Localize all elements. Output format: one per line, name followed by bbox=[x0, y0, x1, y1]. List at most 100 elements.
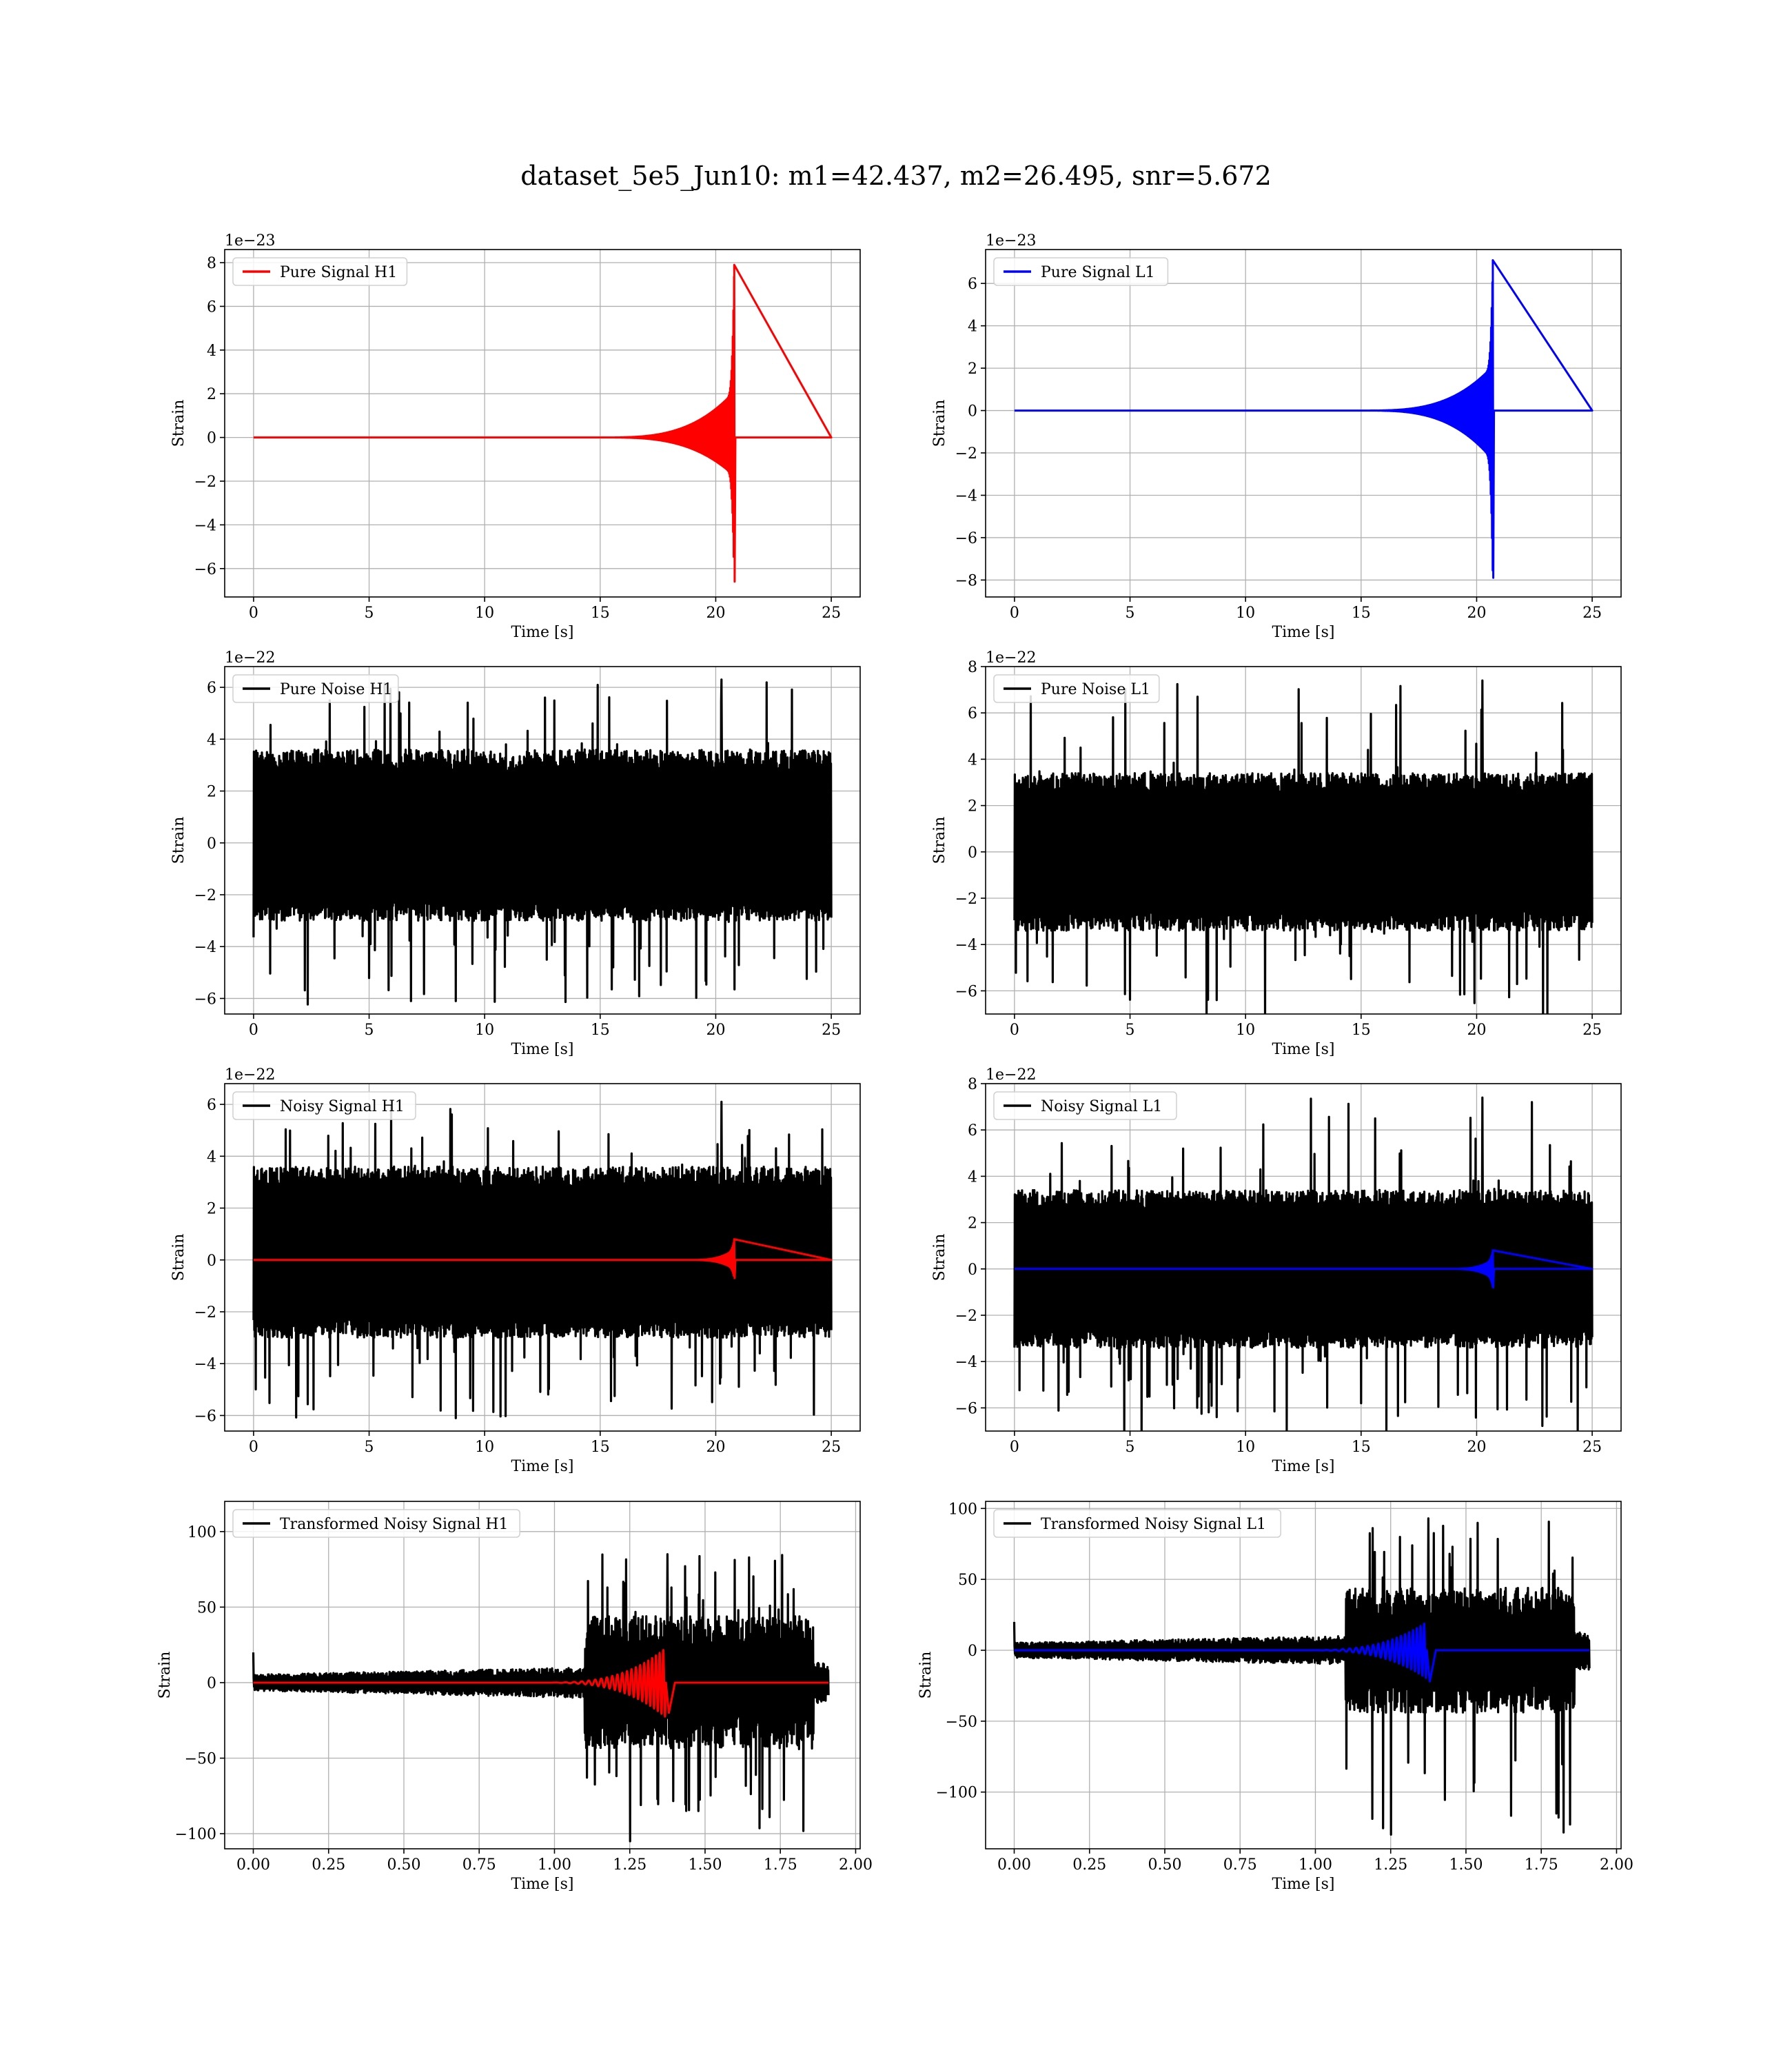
x-axis-label: Time [s] bbox=[511, 1876, 573, 1893]
series-line-overlay bbox=[1013, 1249, 1594, 1289]
legend-label: Noisy Signal L1 bbox=[1041, 1098, 1162, 1115]
y-axis-label: Strain bbox=[170, 817, 187, 864]
y-tick-label: −100 bbox=[175, 1826, 216, 1843]
x-tick-label: 1.50 bbox=[688, 1856, 722, 1874]
legend-label: Pure Noise L1 bbox=[1041, 681, 1150, 698]
x-tick-label: 0.75 bbox=[462, 1856, 496, 1874]
y-tick-label: −6 bbox=[955, 530, 977, 547]
y-tick-label: 6 bbox=[968, 705, 977, 722]
y-tick-label: −100 bbox=[936, 1785, 977, 1802]
x-tick-label: 1.75 bbox=[1525, 1856, 1558, 1874]
x-axis-label: Time [s] bbox=[1272, 1876, 1334, 1893]
x-tick-label: 0.00 bbox=[236, 1856, 270, 1874]
axis-offset-text: 1e−22 bbox=[225, 649, 275, 667]
series-line-primary bbox=[1013, 1096, 1594, 1431]
x-tick-label: 15 bbox=[1352, 1439, 1371, 1456]
y-tick-label: −4 bbox=[194, 517, 216, 534]
y-tick-label: 4 bbox=[207, 343, 216, 360]
x-tick-label: 2.00 bbox=[1600, 1856, 1633, 1874]
legend-label: Pure Signal H1 bbox=[280, 264, 397, 281]
x-axis-label: Time [s] bbox=[511, 624, 573, 641]
y-tick-label: 0 bbox=[968, 1261, 977, 1279]
x-tick-label: 20 bbox=[1467, 605, 1486, 622]
x-axis-label: Time [s] bbox=[511, 1458, 573, 1475]
legend: Transformed Noisy Signal L1 bbox=[993, 1509, 1281, 1538]
panel-transformed-noisy-signal-l1: 0.00 0.25 0.50 0.75 1.00 1.25 1.50 1.75 2.00 −100… bbox=[917, 1501, 1633, 1893]
x-tick-label: 5 bbox=[365, 1439, 374, 1456]
y-tick-label: −2 bbox=[955, 891, 977, 908]
y-tick-label: 2 bbox=[207, 1201, 216, 1218]
y-axis-label: Strain bbox=[931, 1234, 948, 1281]
x-tick-label: 1.75 bbox=[764, 1856, 797, 1874]
y-tick-label: −4 bbox=[955, 937, 977, 954]
y-axis-label: Strain bbox=[917, 1652, 935, 1699]
x-tick-label: 0 bbox=[1010, 1439, 1019, 1456]
x-tick-label: 1.25 bbox=[1374, 1856, 1407, 1874]
legend: Noisy Signal H1 bbox=[232, 1091, 416, 1120]
panel-pure-noise-l1: 0 5 10 15 20 25 −6 −4 −2 0 2 4 6 8 Time [s] Strain 1e−22… bbox=[931, 649, 1622, 1058]
series-line-primary bbox=[1013, 258, 1594, 579]
grid bbox=[986, 250, 1621, 597]
legend: Pure Noise L1 bbox=[993, 674, 1160, 703]
x-axis-label: Time [s] bbox=[1272, 624, 1334, 641]
y-axis-label: Strain bbox=[156, 1652, 174, 1699]
x-tick-label: 15 bbox=[591, 1022, 610, 1039]
axes-frame bbox=[985, 666, 1622, 1015]
x-tick-label: 5 bbox=[365, 1022, 374, 1039]
legend-box bbox=[993, 257, 1169, 286]
x-tick-label: 25 bbox=[822, 1439, 841, 1456]
axis-offset-text: 1e−23 bbox=[986, 232, 1036, 250]
x-tick-label: 20 bbox=[706, 1022, 725, 1039]
y-tick-label: −4 bbox=[194, 1356, 216, 1373]
series-line-primary bbox=[1013, 679, 1594, 1014]
y-tick-label: 6 bbox=[968, 276, 977, 293]
y-tick-label: −6 bbox=[194, 991, 216, 1008]
y-tick-label: 4 bbox=[968, 318, 977, 336]
axis-offset-text: 1e−22 bbox=[225, 1066, 275, 1084]
x-axis-label: Time [s] bbox=[1272, 1041, 1334, 1058]
y-tick-label: 0 bbox=[207, 835, 216, 853]
series-line-overlay bbox=[253, 1649, 829, 1718]
x-tick-label: 10 bbox=[475, 605, 494, 622]
y-tick-label: 4 bbox=[207, 731, 216, 749]
series-line-primary bbox=[252, 1553, 830, 1843]
x-tick-label: 25 bbox=[1582, 605, 1602, 622]
x-axis-label: Time [s] bbox=[1272, 1458, 1334, 1475]
y-tick-label: 2 bbox=[207, 784, 216, 801]
axes-frame bbox=[224, 1501, 861, 1849]
y-tick-label: 0 bbox=[968, 1643, 977, 1660]
y-tick-label: 2 bbox=[207, 386, 216, 403]
y-axis-label: Strain bbox=[170, 1234, 187, 1281]
x-tick-label: 15 bbox=[1352, 1022, 1371, 1039]
y-tick-label: 0 bbox=[207, 1675, 216, 1692]
x-tick-label: 0.50 bbox=[387, 1856, 421, 1874]
x-tick-label: 25 bbox=[1582, 1439, 1602, 1456]
x-tick-label: 5 bbox=[1126, 1439, 1135, 1456]
y-tick-label: 8 bbox=[968, 1076, 977, 1093]
x-tick-label: 20 bbox=[1467, 1439, 1486, 1456]
panel-transformed-noisy-signal-h1: 0.00 0.25 0.50 0.75 1.00 1.25 1.50 1.75 2.00 −100… bbox=[156, 1501, 873, 1893]
x-tick-label: 2.00 bbox=[839, 1856, 873, 1874]
legend: Pure Signal L1 bbox=[993, 257, 1169, 286]
y-tick-label: −2 bbox=[194, 1304, 216, 1321]
x-tick-label: 25 bbox=[822, 1022, 841, 1039]
x-tick-label: 15 bbox=[591, 1439, 610, 1456]
legend-label: Noisy Signal H1 bbox=[280, 1098, 405, 1115]
x-tick-label: 25 bbox=[822, 605, 841, 622]
y-tick-label: 2 bbox=[968, 798, 977, 815]
y-tick-label: −6 bbox=[955, 1400, 977, 1417]
x-tick-label: 0 bbox=[249, 605, 258, 622]
y-tick-label: 0 bbox=[968, 403, 977, 420]
x-tick-label: 10 bbox=[1236, 1022, 1255, 1039]
y-tick-label: −2 bbox=[955, 1308, 977, 1325]
axes-frame bbox=[985, 249, 1622, 598]
x-tick-label: 20 bbox=[706, 1439, 725, 1456]
figure-title: dataset_5e5_Jun10: m1=42.437, m2=26.495,… bbox=[520, 161, 1272, 192]
y-tick-label: −8 bbox=[955, 572, 977, 589]
legend-box bbox=[232, 1091, 416, 1120]
legend-label: Pure Noise H1 bbox=[280, 681, 393, 698]
x-tick-label: 5 bbox=[1126, 605, 1135, 622]
y-tick-label: 6 bbox=[207, 680, 216, 697]
series-line-primary bbox=[252, 678, 833, 1006]
